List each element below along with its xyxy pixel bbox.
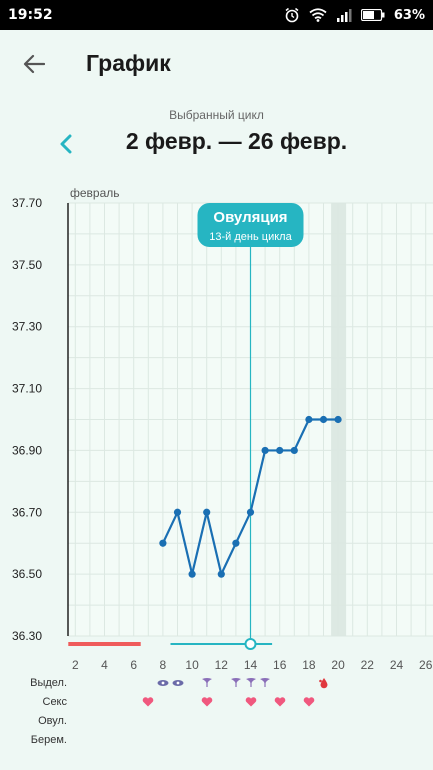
chevron-left-icon xyxy=(60,134,72,154)
blood-drop-icon[interactable] xyxy=(318,677,330,689)
y-tick-label: 36.50 xyxy=(12,567,42,581)
x-tick-label: 8 xyxy=(160,658,167,670)
ovulation-subtitle: 13-й день цикла xyxy=(209,231,292,243)
x-tick-label: 14 xyxy=(244,658,258,670)
heart-icon[interactable] xyxy=(142,696,154,708)
wifi-icon xyxy=(309,8,327,22)
temperature-point[interactable] xyxy=(159,539,167,547)
heart-icon[interactable] xyxy=(201,696,213,708)
temperature-point[interactable] xyxy=(217,570,225,578)
chart-axes: февраль 37.70 37.50 37.30 37.10 36.90 36.70 36.… xyxy=(12,186,433,670)
heart-icon[interactable] xyxy=(245,696,257,708)
discharge-icon[interactable] xyxy=(245,677,257,689)
temperature-point[interactable] xyxy=(261,446,269,455)
status-time: 19:52 xyxy=(8,7,53,23)
signal-icon xyxy=(336,9,352,22)
previous-cycle-button[interactable] xyxy=(50,128,82,160)
ovulation-bubble[interactable] xyxy=(197,203,304,247)
temperature-chart[interactable]: февраль 37.70 37.50 37.30 37.10 36.90 36.70 36.… xyxy=(0,180,433,670)
temperature-point[interactable] xyxy=(246,508,255,516)
battery-icon xyxy=(360,9,385,21)
heart-icon[interactable] xyxy=(274,696,286,708)
tracking-row-label: Берем. xyxy=(30,734,67,746)
y-tick-label: 37.10 xyxy=(12,382,42,396)
temperature-point[interactable] xyxy=(188,570,196,578)
x-tick-label: 4 xyxy=(101,658,108,670)
discharge-icon[interactable] xyxy=(201,677,213,689)
cycle-range: 2 февр. — 26 февр. xyxy=(125,128,348,154)
status-bar: 19:52 63% xyxy=(0,0,433,30)
status-icons: 63% xyxy=(284,7,425,23)
month-label: февраль xyxy=(70,186,120,200)
back-button[interactable] xyxy=(16,46,52,82)
x-tick-label: 20 xyxy=(331,658,345,670)
x-tick-label: 16 xyxy=(273,658,287,670)
heart-icon[interactable] xyxy=(303,696,315,708)
arrow-left-icon xyxy=(23,54,45,74)
x-tick-label: 12 xyxy=(215,658,229,670)
temperature-point[interactable] xyxy=(173,508,182,516)
tracking-row-label: Овул. xyxy=(38,715,67,727)
x-tick-label: 10 xyxy=(185,658,199,670)
temperature-point[interactable] xyxy=(305,415,313,424)
cycle-phase-bar xyxy=(68,638,273,650)
spotting-icon[interactable] xyxy=(172,677,184,689)
temperature-point[interactable] xyxy=(203,508,211,516)
y-tick-label: 36.30 xyxy=(12,629,42,643)
x-tick-label: 6 xyxy=(130,658,137,670)
x-tick-label: 24 xyxy=(390,658,404,670)
temperature-point[interactable] xyxy=(290,446,298,455)
app-bar: График xyxy=(0,30,433,98)
temperature-point[interactable] xyxy=(319,415,328,424)
temperature-series xyxy=(159,415,342,578)
x-tick-label: 2 xyxy=(72,658,79,670)
spotting-icon[interactable] xyxy=(157,677,169,689)
ovulation-title: Овуляция xyxy=(213,209,287,226)
battery-level: 63% xyxy=(393,7,425,23)
y-tick-label: 36.70 xyxy=(12,505,42,519)
x-tick-label: 18 xyxy=(302,658,316,670)
temperature-point[interactable] xyxy=(334,415,342,424)
tracking-row-label: Секс xyxy=(42,696,68,708)
temperature-point[interactable] xyxy=(276,446,284,455)
discharge-icon[interactable] xyxy=(259,677,271,689)
y-tick-label: 37.70 xyxy=(12,196,42,210)
x-tick-label: 26 xyxy=(419,658,433,670)
discharge-icon[interactable] xyxy=(230,677,242,689)
x-tick-label: 22 xyxy=(361,658,375,670)
tracking-row-label: Выдел. xyxy=(30,677,67,689)
y-tick-label: 37.50 xyxy=(12,258,42,272)
y-tick-label: 36.90 xyxy=(12,443,42,457)
cycle-caption: Выбранный цикл xyxy=(169,108,264,122)
y-tick-label: 37.30 xyxy=(12,320,42,334)
ovulation-dot xyxy=(244,638,257,650)
page-title: График xyxy=(86,50,171,76)
alarm-icon xyxy=(285,7,299,23)
ovulation-marker[interactable]: Овуляция 13-й день цикла xyxy=(197,203,304,640)
temperature-point[interactable] xyxy=(232,539,240,547)
